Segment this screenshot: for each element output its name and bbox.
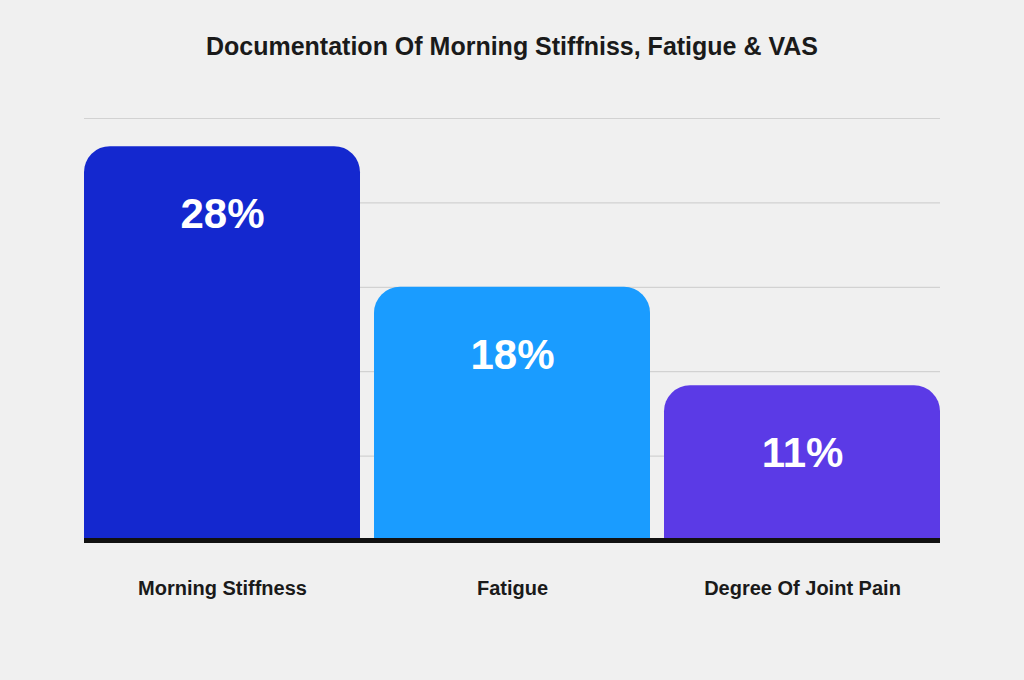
svg-text:Fatigue: Fatigue [477, 577, 548, 599]
svg-text:Morning Stiffness: Morning Stiffness [138, 577, 307, 599]
svg-text:28%: 28% [180, 190, 264, 237]
svg-text:11%: 11% [762, 429, 844, 476]
svg-text:18%: 18% [470, 331, 554, 378]
svg-text:Degree Of Joint Pain: Degree Of Joint Pain [704, 577, 901, 599]
html-text:Documentation Of Morning Stiff: Documentation Of Morning Stiffniss, Fati… [206, 32, 818, 60]
